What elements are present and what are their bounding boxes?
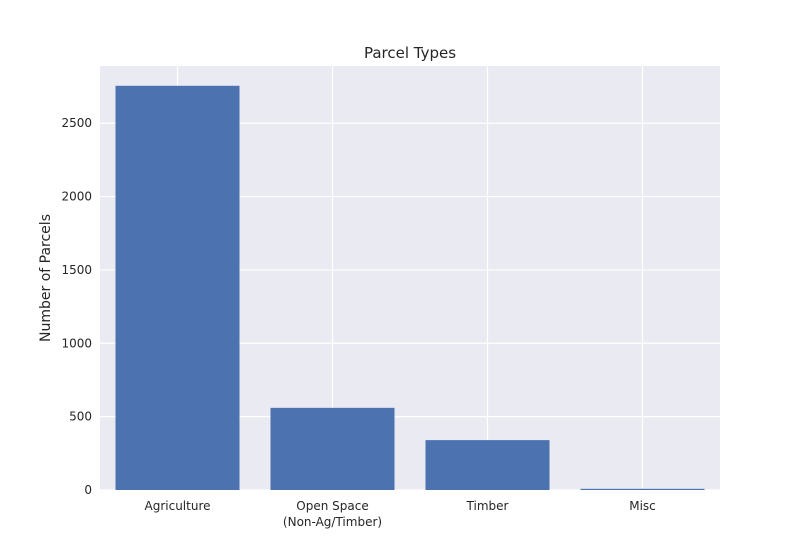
chart-title: Parcel Types: [364, 44, 456, 62]
x-tick-label: Timber: [466, 499, 509, 513]
y-tick-label: 500: [69, 410, 92, 424]
y-tick-label: 2000: [61, 190, 92, 204]
bar: [580, 488, 705, 490]
bar: [270, 407, 395, 490]
x-tick-label: Agriculture: [145, 499, 211, 513]
bar: [425, 440, 550, 490]
y-tick-label: 1000: [61, 336, 92, 350]
y-axis-label: Number of Parcels: [38, 214, 54, 342]
bar: [115, 85, 240, 491]
y-tick-label: 0: [84, 483, 92, 497]
x-tick-label: Misc: [629, 499, 656, 513]
bars: [115, 85, 705, 491]
y-axis-ticks: 0 500 1000 1500 2000 2500: [61, 116, 92, 497]
x-axis-ticks: Agriculture Open Space (Non-Ag/Timber) Timb…: [145, 499, 656, 529]
y-tick-label: 2500: [61, 116, 92, 130]
y-tick-label: 1500: [61, 263, 92, 277]
x-tick-label: Open Space (Non-Ag/Timber): [283, 499, 382, 529]
